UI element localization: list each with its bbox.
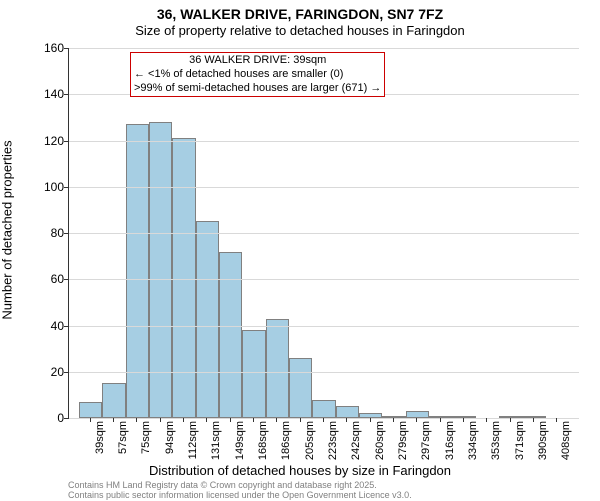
x-tick-mark xyxy=(113,418,114,422)
x-tick-mark xyxy=(160,418,161,422)
y-tick-label: 40 xyxy=(34,319,64,333)
x-tick-mark xyxy=(253,418,254,422)
x-tick-label: 316sqm xyxy=(444,421,456,460)
bar xyxy=(126,124,149,418)
x-tick-mark xyxy=(276,418,277,422)
x-tick-mark xyxy=(533,418,534,422)
x-tick-mark xyxy=(300,418,301,422)
credits-text: Contains HM Land Registry data © Crown c… xyxy=(68,481,412,501)
y-tick-mark xyxy=(64,94,68,95)
gridline xyxy=(69,279,579,280)
x-tick-label: 279sqm xyxy=(397,421,409,460)
x-tick-mark xyxy=(370,418,371,422)
x-tick-mark xyxy=(90,418,91,422)
y-tick-label: 20 xyxy=(34,365,64,379)
gridline xyxy=(69,326,579,327)
y-tick-label: 80 xyxy=(34,226,64,240)
x-tick-mark xyxy=(556,418,557,422)
x-tick-label: 75sqm xyxy=(140,421,152,454)
x-tick-label: 131sqm xyxy=(210,421,222,460)
bar xyxy=(219,252,242,419)
annotation-callout: 36 WALKER DRIVE: 39sqm ← <1% of detached… xyxy=(130,52,385,97)
gridline xyxy=(69,372,579,373)
x-tick-label: 149sqm xyxy=(234,421,246,460)
x-tick-label: 242sqm xyxy=(350,421,362,460)
y-tick-mark xyxy=(64,187,68,188)
x-tick-mark xyxy=(440,418,441,422)
y-tick-mark xyxy=(64,233,68,234)
x-tick-label: 390sqm xyxy=(537,421,549,460)
x-tick-label: 408sqm xyxy=(560,421,572,460)
y-tick-label: 140 xyxy=(34,87,64,101)
x-tick-mark xyxy=(206,418,207,422)
bar xyxy=(312,400,335,419)
bar xyxy=(196,221,219,418)
annotation-line-3: >99% of semi-detached houses are larger … xyxy=(134,82,381,96)
x-tick-mark xyxy=(183,418,184,422)
gridline xyxy=(69,233,579,234)
histogram-plot xyxy=(68,48,579,419)
y-tick-mark xyxy=(64,418,68,419)
x-tick-label: 205sqm xyxy=(304,421,316,460)
x-tick-label: 353sqm xyxy=(490,421,502,460)
gridline xyxy=(69,187,579,188)
x-tick-label: 334sqm xyxy=(467,421,479,460)
bar xyxy=(336,406,359,418)
page-subtitle: Size of property relative to detached ho… xyxy=(0,22,600,38)
annotation-line-2: ← <1% of detached houses are smaller (0) xyxy=(134,68,381,82)
x-tick-label: 112sqm xyxy=(187,421,199,459)
x-tick-label: 223sqm xyxy=(327,421,339,460)
bar xyxy=(102,383,125,418)
x-tick-label: 297sqm xyxy=(420,421,432,460)
y-tick-mark xyxy=(64,326,68,327)
x-tick-label: 260sqm xyxy=(374,421,386,460)
x-tick-label: 94sqm xyxy=(164,421,176,454)
x-tick-mark xyxy=(416,418,417,422)
x-tick-mark xyxy=(136,418,137,422)
x-tick-mark xyxy=(346,418,347,422)
x-tick-mark xyxy=(486,418,487,422)
x-tick-mark xyxy=(463,418,464,422)
x-tick-mark xyxy=(323,418,324,422)
bar xyxy=(242,330,265,418)
y-axis-label: Number of detached properties xyxy=(0,140,15,319)
page-title: 36, WALKER DRIVE, FARINGDON, SN7 7FZ xyxy=(0,0,600,22)
y-tick-label: 120 xyxy=(34,134,64,148)
bar xyxy=(79,402,102,418)
bar xyxy=(172,138,195,418)
bar xyxy=(406,411,429,418)
y-tick-mark xyxy=(64,48,68,49)
credits-line-2: Contains public sector information licen… xyxy=(68,491,412,501)
y-tick-mark xyxy=(64,279,68,280)
x-tick-mark xyxy=(510,418,511,422)
bar xyxy=(289,358,312,418)
y-tick-mark xyxy=(64,372,68,373)
bar xyxy=(149,122,172,418)
x-tick-label: 168sqm xyxy=(257,421,269,460)
y-tick-label: 60 xyxy=(34,272,64,286)
gridline xyxy=(69,418,579,419)
y-tick-label: 100 xyxy=(34,180,64,194)
x-tick-mark xyxy=(230,418,231,422)
y-tick-mark xyxy=(64,141,68,142)
x-tick-label: 371sqm xyxy=(514,421,526,460)
x-tick-mark xyxy=(393,418,394,422)
x-tick-label: 186sqm xyxy=(280,421,292,460)
y-tick-label: 0 xyxy=(34,411,64,425)
annotation-line-1: 36 WALKER DRIVE: 39sqm xyxy=(134,54,381,68)
x-axis-label: Distribution of detached houses by size … xyxy=(0,463,600,478)
gridline xyxy=(69,141,579,142)
x-tick-label: 57sqm xyxy=(117,421,129,454)
x-tick-label: 39sqm xyxy=(94,421,106,454)
y-tick-label: 160 xyxy=(34,41,64,55)
gridline xyxy=(69,48,579,49)
bar xyxy=(266,319,289,418)
